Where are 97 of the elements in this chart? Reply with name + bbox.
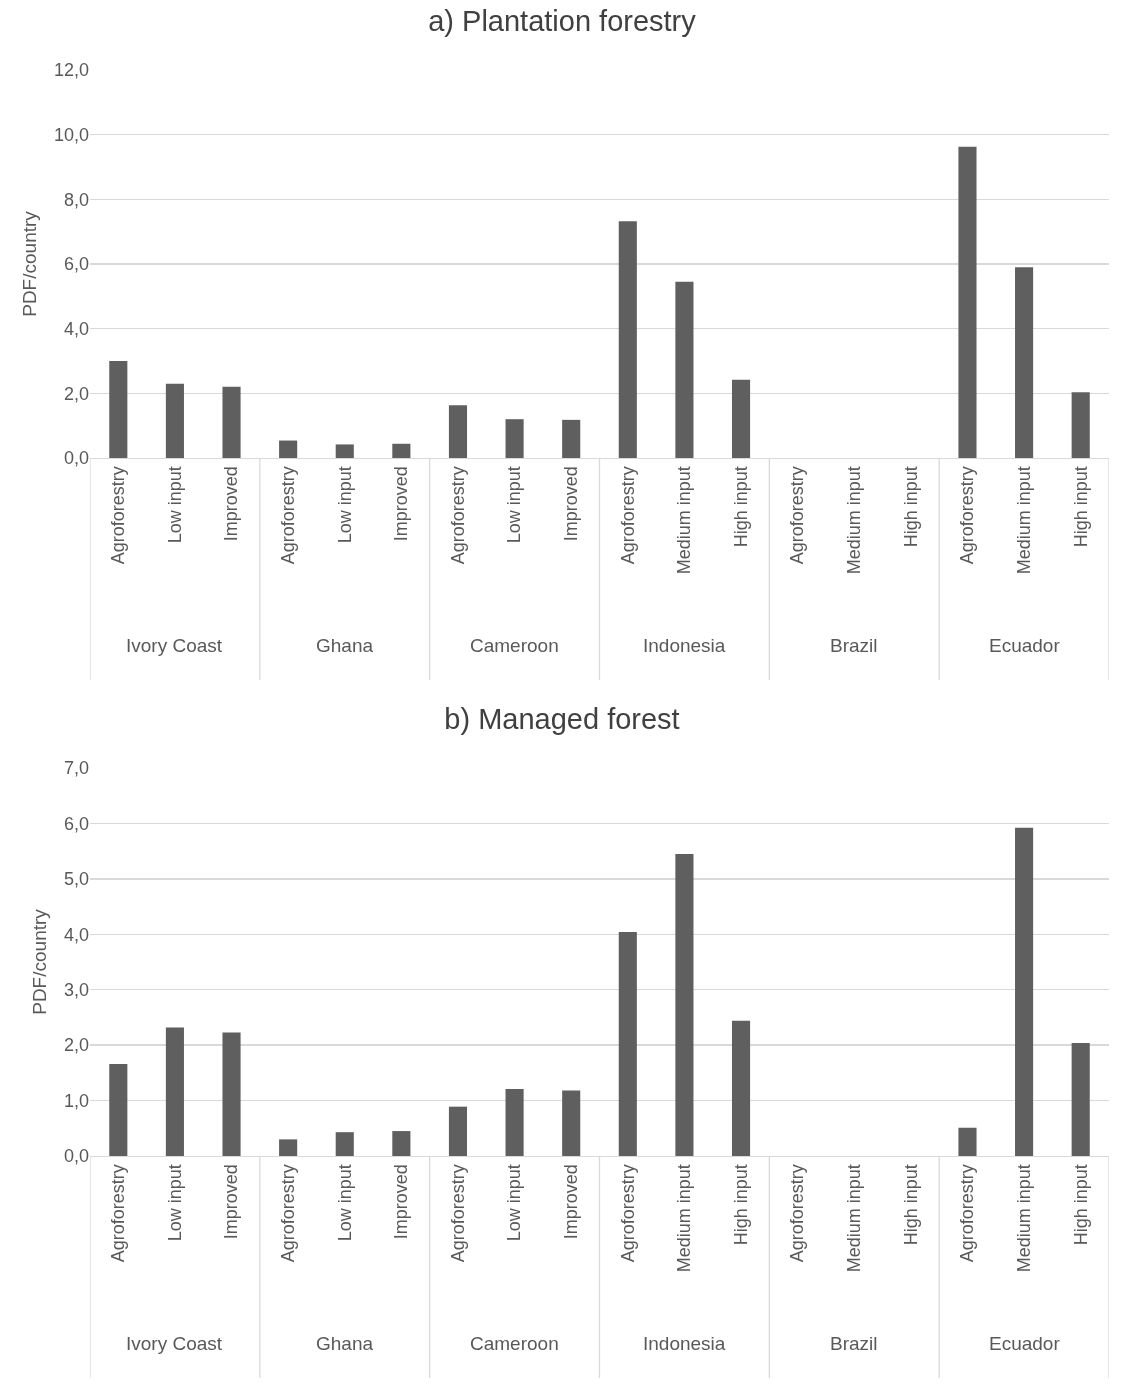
text: Brazil [830,1333,878,1354]
x-tick-label: Medium input [674,1164,695,1273]
y-tick-label: 3,0 [63,980,89,1001]
bar [392,1131,411,1156]
x-tick-label: Agroforestry [787,466,808,565]
x-tick-label: Low input [334,1164,355,1242]
x-tick-label: Low input [164,1164,185,1242]
bar [958,146,977,458]
x-tick-label: Agroforestry [787,1164,808,1263]
bar [562,1090,581,1156]
y-tick-label: 0,0 [63,1146,89,1167]
x-tick-label: Agroforestry [447,1164,468,1263]
x-tick-label: Medium input [1013,1164,1034,1273]
y-tick-label: 0,0 [63,448,89,469]
bar [165,383,184,458]
x-tick-label: High input [730,466,751,548]
y-axis-title: PDF/country [18,210,40,317]
y-tick-label: 8,0 [63,189,89,210]
bar [335,1132,354,1156]
text: Ivory Coast [126,635,223,656]
x-tick-label: Agroforestry [957,466,978,565]
x-tick-label: Low input [504,466,525,544]
y-tick-label: 12,0 [53,60,89,81]
x-tick-label: Agroforestry [957,1164,978,1263]
x-tick-label: Improved [561,466,582,542]
chart-title: b) Managed forest [444,702,680,735]
bar [675,281,694,458]
bar [279,440,298,458]
bar [618,221,637,458]
bar [618,932,637,1156]
x-tick-label: Agroforestry [617,466,638,565]
y-tick-label: 2,0 [63,383,89,404]
bar [1071,1042,1090,1156]
bar [505,419,524,458]
x-tick-label: Medium input [1013,466,1034,575]
chart-title: a) Plantation forestry [428,4,697,37]
x-tick-label: Agroforestry [277,466,298,565]
y-tick-label: 4,0 [63,318,89,339]
x-tick-label: Improved [391,466,412,542]
bar [222,1032,241,1156]
x-tick-label: High input [1070,466,1091,548]
y-tick-label: 10,0 [53,124,89,145]
bar [1071,392,1090,458]
text: Ecuador [989,635,1061,656]
x-tick-label: High input [1070,1164,1091,1246]
x-tick-label: Medium input [844,466,865,575]
x-tick-label: High input [730,1164,751,1246]
text: Ecuador [989,1333,1061,1354]
text: Ghana [316,635,374,656]
bar [675,853,694,1156]
x-tick-label: Medium input [674,466,695,575]
bar [1015,827,1034,1156]
x-tick-label: Agroforestry [447,466,468,565]
x-tick-label: Low input [504,1164,525,1242]
x-tick-label: Medium input [844,1164,865,1273]
text: Indonesia [643,635,726,656]
y-axis-title: PDF/country [28,908,50,1015]
bar [222,386,241,458]
x-tick-label: Improved [221,466,242,542]
text: Ivory Coast [126,1333,223,1354]
y-tick-label: 5,0 [63,869,89,890]
x-tick-label: High input [900,466,921,548]
y-tick-label: 6,0 [63,813,89,834]
bar [392,443,411,458]
y-tick-label: 2,0 [63,1035,89,1056]
bar [505,1088,524,1156]
text: Brazil [830,635,878,656]
y-tick-label: 4,0 [63,924,89,945]
x-tick-label: Low input [334,466,355,544]
bar [448,1106,468,1156]
x-tick-label: Low input [164,466,185,544]
x-tick-label: Agroforestry [617,1164,638,1263]
text: Ghana [316,1333,374,1354]
y-tick-label: 7,0 [63,758,89,779]
bar [1015,267,1034,458]
y-tick-label: 1,0 [63,1090,89,1111]
text: Cameroon [470,635,559,656]
bar [731,379,751,458]
text: Cameroon [470,1333,559,1354]
x-tick-label: Improved [221,1164,242,1240]
bar [731,1020,751,1156]
bar [562,419,581,458]
text: Indonesia [643,1333,726,1354]
x-tick-label: Improved [561,1164,582,1240]
bar [109,361,128,458]
bar [165,1027,184,1156]
bar [448,405,468,458]
x-tick-label: High input [900,1164,921,1246]
x-tick-label: Agroforestry [277,1164,298,1263]
bar [109,1063,128,1156]
bar [279,1139,298,1156]
x-tick-label: Agroforestry [108,466,129,565]
x-tick-label: Agroforestry [108,1164,129,1263]
x-tick-label: Improved [391,1164,412,1240]
y-tick-label: 6,0 [63,254,89,275]
bar [335,444,354,458]
bar [958,1127,977,1156]
